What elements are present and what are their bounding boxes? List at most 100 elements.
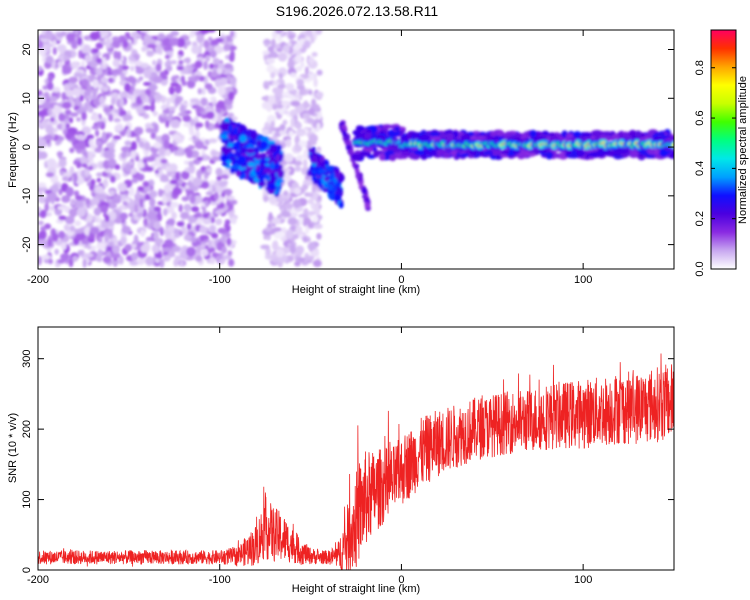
spectrogram-cell (226, 195, 235, 201)
y-tick-label: 300 (21, 350, 33, 368)
spectrogram-cell (186, 223, 192, 231)
spectrogram-cell (93, 207, 101, 216)
spectrogram-cell (140, 62, 149, 69)
spectrogram-cell (264, 227, 273, 232)
spectrogram-cell (50, 116, 55, 123)
spectrogram-cell (136, 161, 145, 169)
spectrogram-cell (328, 173, 334, 181)
spectrogram-cell (505, 131, 513, 137)
spectrogram-cell (75, 96, 81, 107)
spectrogram-cell (87, 236, 95, 243)
snr-x-ticks: -200 -100 0 100 (27, 327, 592, 586)
spectrogram-cell (311, 52, 318, 57)
spectrogram-cell (158, 188, 163, 197)
spectrogram-cell (230, 216, 237, 225)
spectrogram-cell (228, 124, 233, 132)
spectrogram-cell (308, 89, 313, 96)
spectrogram-cell (200, 30, 210, 34)
spectrogram-cell (121, 225, 132, 234)
spectrogram-cell (76, 134, 86, 141)
spectrogram-cell (93, 216, 99, 222)
spectrogram-cell (228, 258, 235, 267)
spectrogram-cell (121, 146, 131, 153)
spectrogram-cell (297, 257, 306, 263)
spectrogram-cell (100, 204, 109, 214)
spectrogram-cell (213, 191, 219, 201)
spectrogram-cell (174, 233, 180, 239)
spectrogram-cell (261, 129, 269, 134)
spectrogram-cell (269, 172, 277, 180)
spectrogram-cell (89, 60, 98, 69)
colorbar-tick-label: 0.4 (694, 161, 706, 176)
spectrogram-cell (103, 106, 112, 113)
spectrogram-cell (81, 163, 88, 168)
spectrogram-cell (124, 140, 132, 146)
spectrogram-cell (191, 237, 197, 243)
spectrogram-cell (345, 144, 351, 149)
spectrogram-cell (76, 117, 81, 122)
spectrogram-cell (103, 150, 113, 159)
spectrogram-cell (195, 245, 202, 254)
spectrogram-cell (119, 91, 129, 101)
spectrogram-cell (199, 244, 206, 249)
spectrogram-cell (38, 116, 42, 122)
spectrogram-cell (52, 47, 57, 55)
spectrogram-cell (218, 252, 224, 259)
spectrogram-cell (164, 239, 174, 247)
spectrogram-cell (63, 224, 70, 232)
spectrogram-cell (110, 252, 121, 259)
spectrogram-cell (139, 198, 144, 208)
spectrogram-cell (283, 202, 294, 210)
y-tick-label: 0 (21, 144, 33, 150)
spectrogram-cell (79, 94, 84, 102)
spectrogram-cell (47, 108, 52, 115)
spectrogram-cell (96, 242, 107, 251)
spectrogram-cell (233, 126, 238, 135)
spectrogram-cell (134, 89, 143, 95)
spectrogram-cell (97, 249, 103, 258)
spectrogram-cell (305, 140, 312, 150)
spectrogram-cell (259, 159, 269, 165)
spectrogram-cell (566, 133, 574, 139)
spectrogram-cell (268, 182, 276, 191)
spectrogram-cell (304, 66, 309, 75)
spectrogram-cell (110, 69, 119, 74)
spectrogram-cell (450, 150, 457, 156)
spectrogram-cell (77, 37, 83, 46)
spectrogram-cell (213, 45, 223, 54)
spectrogram-cell (184, 65, 189, 75)
spectrogram-cell (38, 182, 47, 188)
spectrogram-cell (61, 122, 66, 131)
spectrogram-cell (218, 180, 228, 187)
spectrogram-cell (134, 60, 143, 67)
spectrogram-cell (140, 92, 146, 101)
spectrogram-cell (47, 192, 58, 201)
spectrogram-cell (130, 77, 137, 84)
spectrogram-cell (149, 197, 156, 208)
spectrogram-cell (49, 96, 58, 103)
spectrogram-cell (247, 161, 256, 167)
x-tick-label: -100 (209, 574, 231, 586)
spectrogram-cell (95, 42, 104, 49)
spectrogram-cell (221, 130, 230, 135)
spectrogram-cell (311, 155, 318, 164)
spectrogram-cell (112, 58, 120, 68)
colorbar-frame (710, 29, 737, 270)
spectrogram-cell (147, 38, 157, 45)
spectrogram-cell (393, 126, 401, 132)
spectrogram-cell (276, 169, 285, 179)
spectrogram-cell (316, 69, 323, 76)
spectrogram-cell (165, 120, 170, 128)
spectrogram-cell (196, 217, 202, 226)
spectrogram-cell (382, 124, 392, 129)
spectrogram-cell (279, 124, 286, 131)
spectrogram-cell (75, 195, 83, 201)
spectrogram-cell (285, 138, 292, 148)
spectrogram-cell (412, 132, 420, 137)
spectrogram-cell (195, 130, 200, 138)
spectrogram-cell (601, 131, 613, 136)
spectrogram-cell (183, 160, 190, 165)
spectrogram-cell (137, 258, 144, 266)
spectrogram-cell (373, 150, 380, 158)
spectrogram-cell (324, 177, 330, 182)
